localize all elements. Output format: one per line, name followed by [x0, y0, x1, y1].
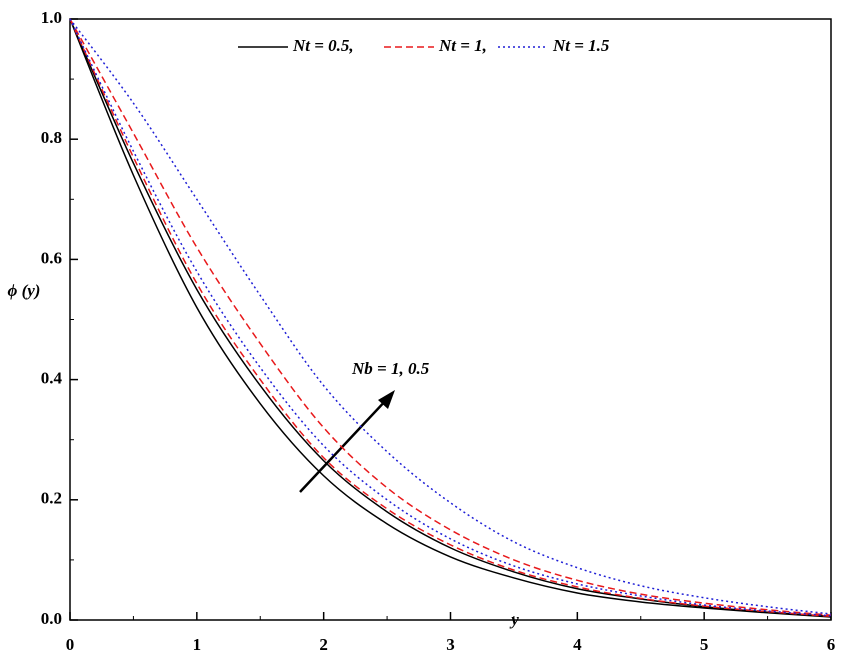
- x-tick-label: 4: [573, 635, 582, 654]
- y-tick-label: 0.8: [41, 128, 62, 147]
- y-tick-label: 0.0: [41, 609, 62, 628]
- annotation-arrow: [299, 397, 389, 493]
- arrow-head: [378, 390, 395, 409]
- y-tick-label: 0.4: [41, 369, 63, 388]
- y-tick-label: 0.2: [41, 489, 62, 508]
- x-tick-label: 2: [319, 635, 328, 654]
- curve: [69, 18, 832, 618]
- curve: [69, 18, 832, 618]
- legend-label: Nt = 1,: [438, 36, 487, 55]
- y-axis-label: ϕ (y): [8, 281, 41, 300]
- curve: [69, 18, 832, 616]
- x-tick-label: 0: [66, 635, 75, 654]
- plot-frame: [69, 18, 832, 621]
- x-tick-label: 6: [827, 635, 836, 654]
- curve: [69, 18, 832, 615]
- x-tick-label: 3: [446, 635, 455, 654]
- curve: [69, 18, 832, 618]
- annotation: Nb = 1, 0.5: [351, 359, 430, 378]
- legend-label: Nt = 0.5,: [292, 36, 354, 55]
- x-tick-label: 1: [193, 635, 202, 654]
- y-tick-label: 0.6: [41, 248, 62, 267]
- legend-label: Nt = 1.5: [552, 36, 610, 55]
- x-tick-label: 5: [700, 635, 709, 654]
- y-tick-label: 1.0: [41, 8, 62, 27]
- curve: [69, 18, 832, 617]
